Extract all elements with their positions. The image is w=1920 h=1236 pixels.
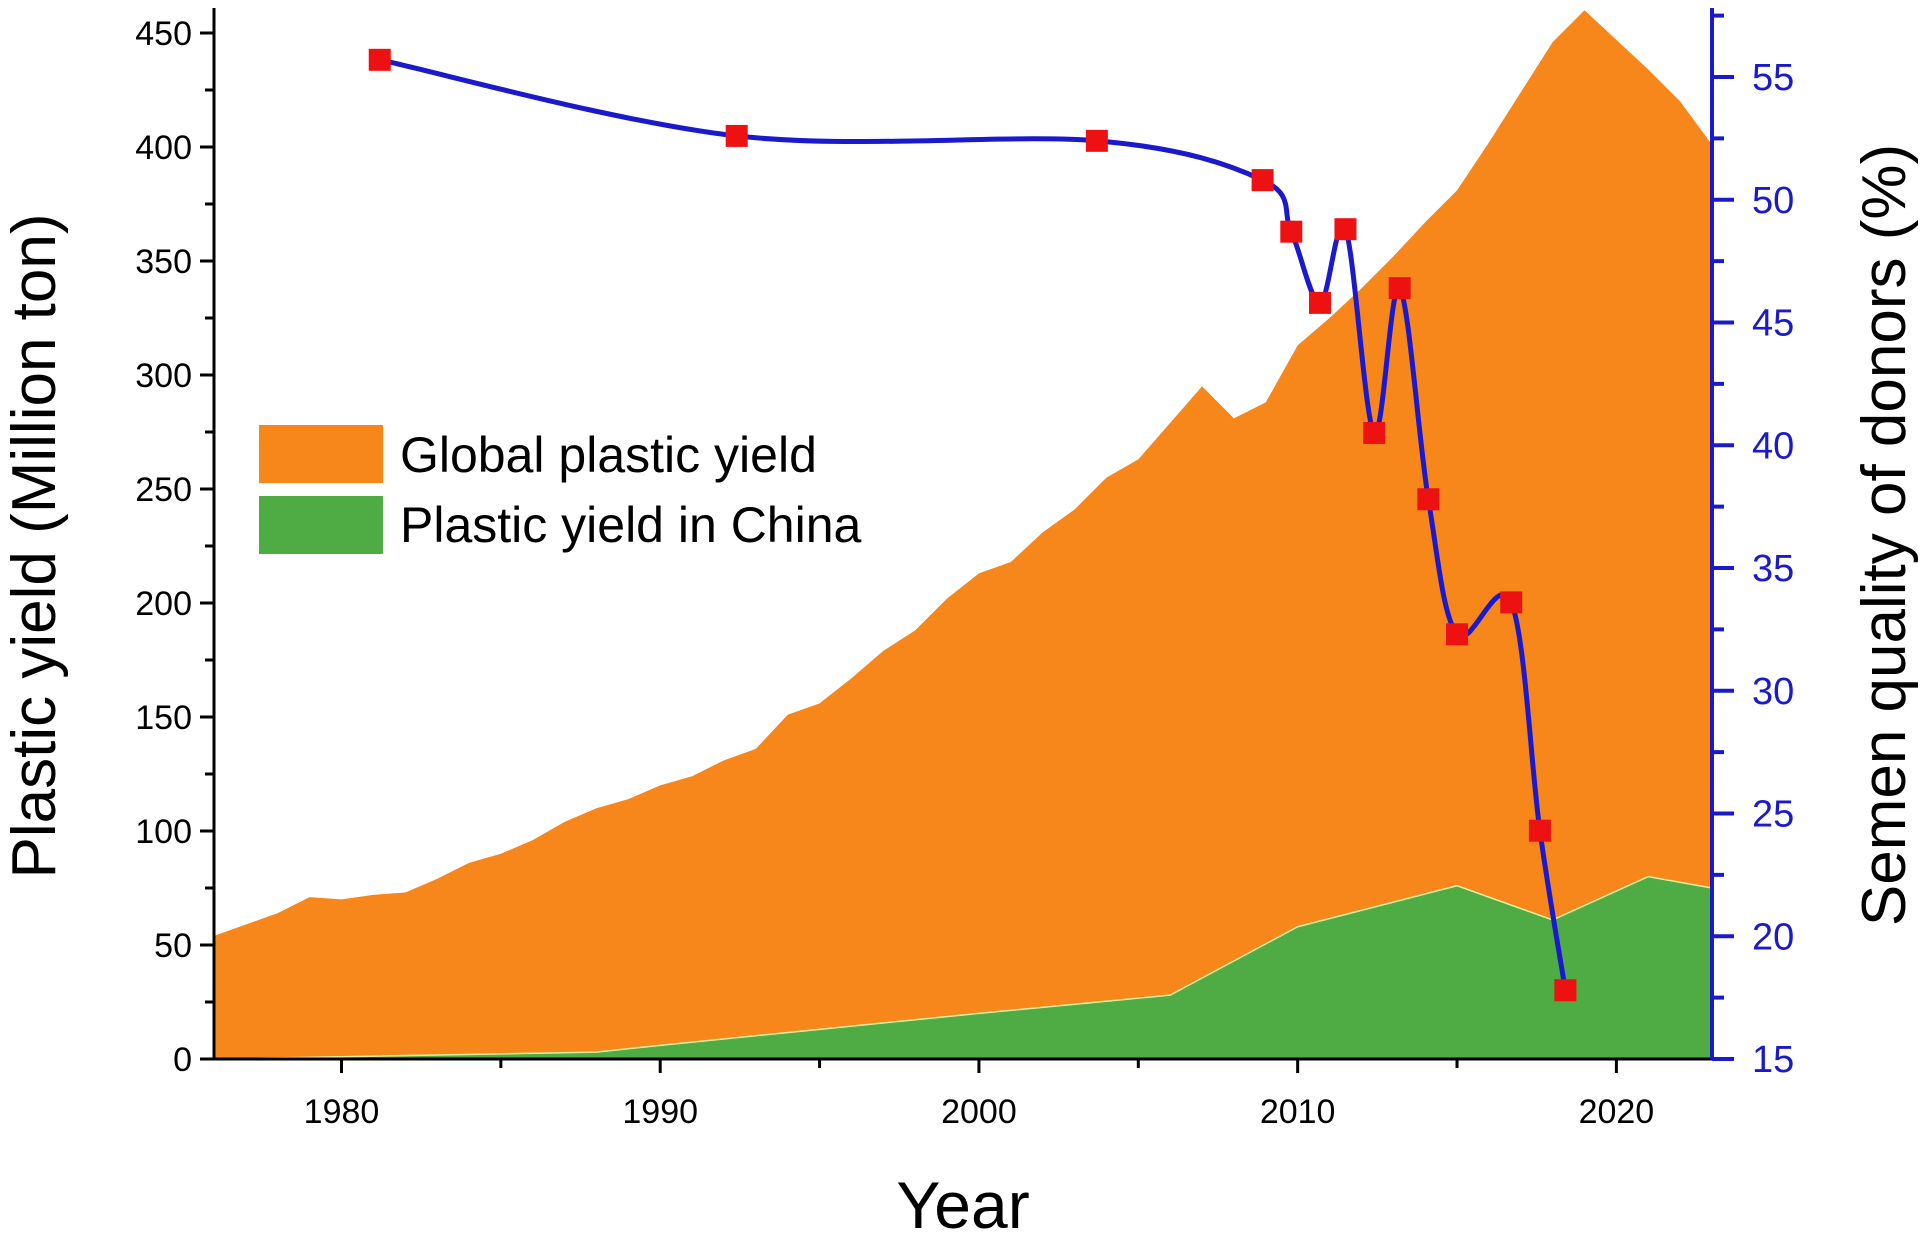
- x-tick-label: 2000: [941, 1093, 1017, 1131]
- data-point-marker: [1308, 291, 1331, 314]
- data-point-marker: [1280, 220, 1303, 243]
- y-tick-label: 350: [135, 243, 192, 281]
- y2-tick-label: 35: [1752, 548, 1794, 590]
- y2-tick-label: 55: [1752, 57, 1794, 99]
- china-yield-area: [213, 875, 1713, 1060]
- y-tick-label: 150: [135, 699, 192, 737]
- data-point-marker: [1334, 218, 1357, 241]
- x-axis-title: Year: [896, 1168, 1029, 1236]
- data-point-marker: [1388, 277, 1411, 300]
- data-point-marker: [725, 124, 748, 147]
- data-point-marker: [1363, 421, 1386, 444]
- y2-tick-label: 45: [1752, 303, 1794, 345]
- data-point-marker: [368, 48, 391, 71]
- y-tick-label: 300: [135, 357, 192, 395]
- legend-label-china: Plastic yield in China: [400, 497, 862, 553]
- y-tick-label: 250: [135, 471, 192, 509]
- areas: [213, 10, 1713, 1060]
- y2-axis-title: Semen quality of donors (%): [1850, 144, 1919, 926]
- data-point-marker: [1251, 169, 1274, 192]
- y-tick-label: 450: [135, 15, 192, 53]
- global-yield-area: [214, 10, 1712, 1060]
- y2-tick-label: 20: [1752, 916, 1794, 958]
- y2-tick-label: 25: [1752, 794, 1794, 836]
- axes: 1980 1990 2000 2010 2020 0 50 100 150 200 250 300 35…: [135, 8, 1794, 1131]
- y2-tick-label: 50: [1752, 180, 1794, 222]
- y2-tick-label: 15: [1752, 1039, 1794, 1081]
- data-point-marker: [1446, 623, 1469, 646]
- y-tick-label: 0: [173, 1041, 192, 1079]
- data-point-marker: [1417, 488, 1440, 511]
- y-axis-title: Plastic yield (Million ton): [0, 214, 69, 879]
- x-tick-label: 1980: [304, 1093, 380, 1131]
- data-point-marker: [1554, 979, 1577, 1002]
- y2-tick-label: 30: [1752, 671, 1794, 713]
- legend-swatch-china: [259, 496, 383, 554]
- legend-swatch-global: [259, 425, 383, 483]
- y-tick-label: 100: [135, 813, 192, 851]
- y-tick-label: 200: [135, 585, 192, 623]
- x-tick-label: 2020: [1579, 1093, 1655, 1131]
- x-tick-label: 1990: [622, 1093, 698, 1131]
- semen-quality-line: [368, 48, 1577, 1002]
- y-tick-label: 400: [135, 129, 192, 167]
- legend-label-global: Global plastic yield: [400, 427, 817, 483]
- x-tick-label: 2010: [1260, 1093, 1336, 1131]
- data-point-marker: [1500, 591, 1523, 614]
- legend: Global plastic yield Plastic yield in Ch…: [259, 425, 862, 554]
- data-point-marker: [1085, 129, 1108, 152]
- data-point-marker: [1528, 819, 1551, 842]
- y2-tick-label: 40: [1752, 425, 1794, 467]
- y-tick-label: 50: [154, 927, 192, 965]
